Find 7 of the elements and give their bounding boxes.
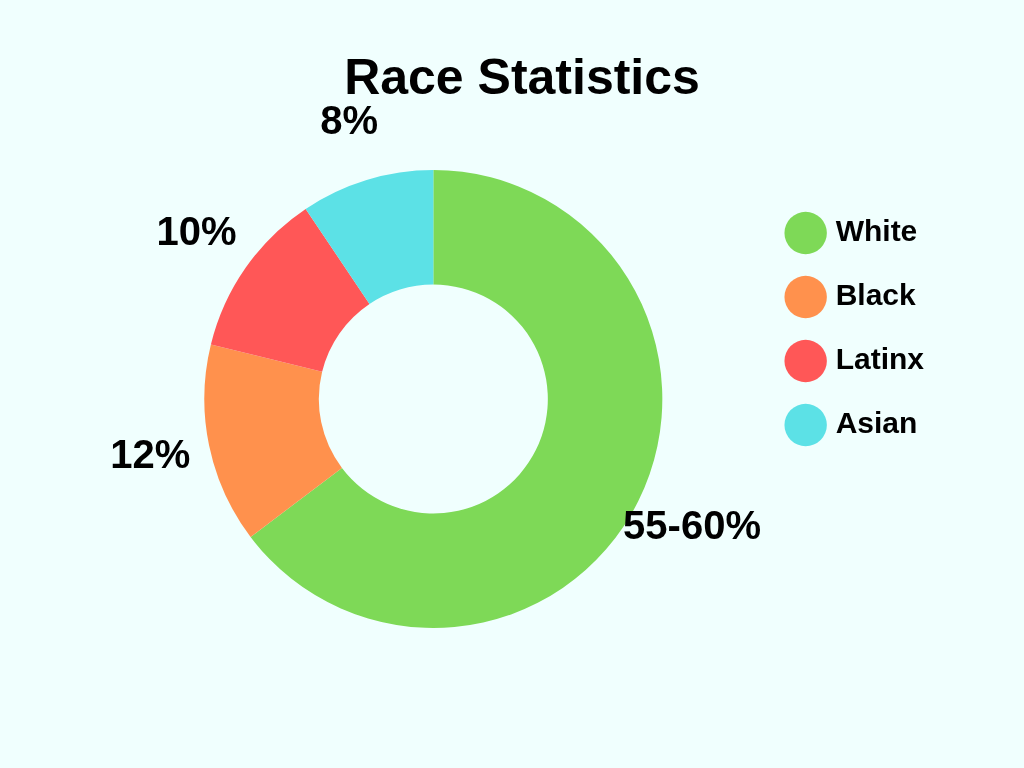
data-label: 10% [156,208,237,253]
legend-label: Latinx [835,342,925,376]
data-label: 12% [110,432,191,477]
data-label: 55-60% [623,502,761,547]
legend-label: Black [835,278,917,312]
legend-label: White [835,214,918,248]
legend-label: Asian [835,406,918,440]
